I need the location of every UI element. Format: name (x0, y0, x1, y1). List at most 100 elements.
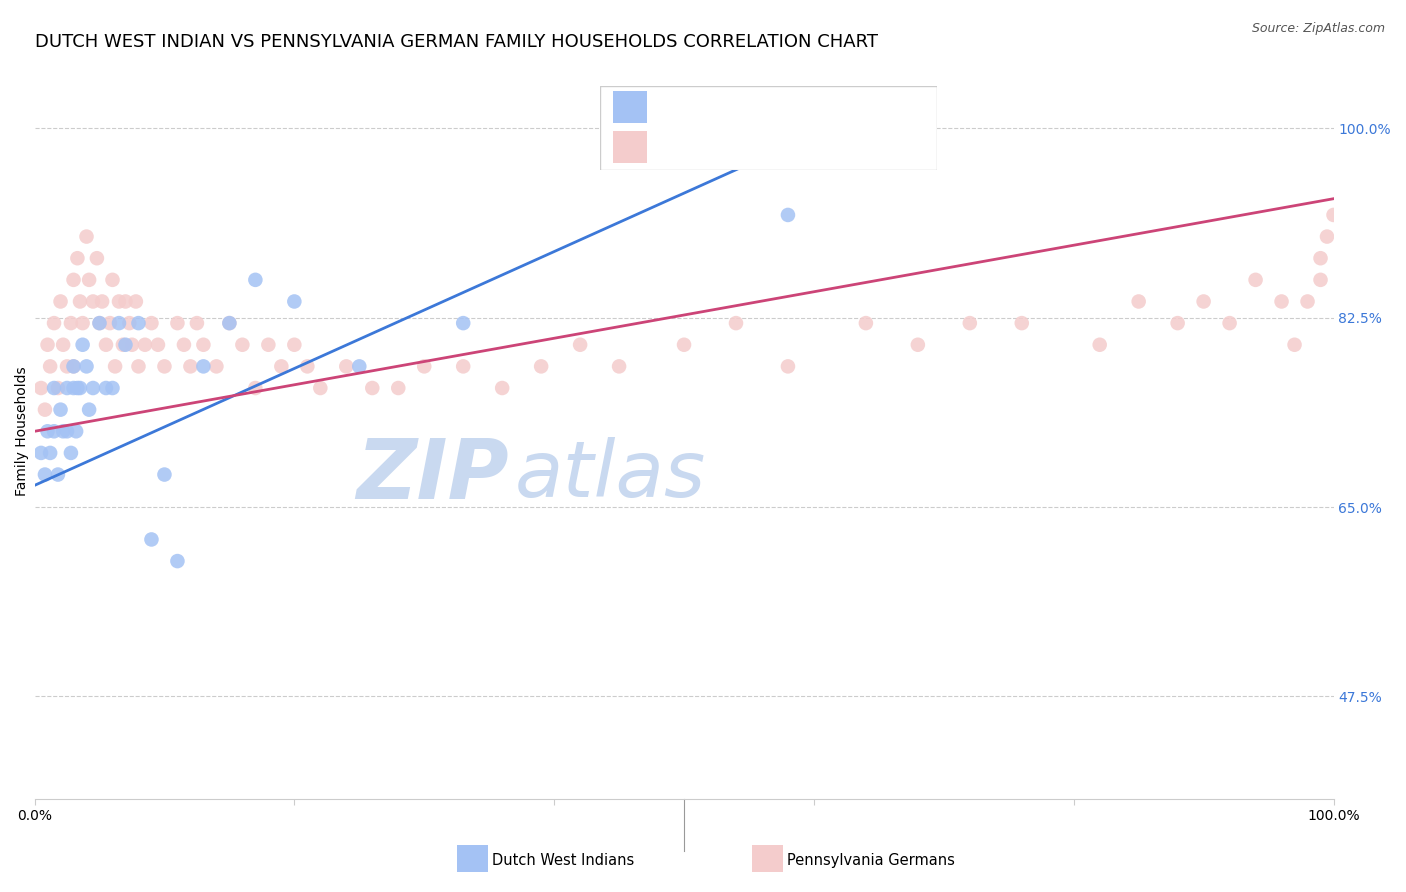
Point (451, 316, 474, 330)
Point (66, 381, 89, 395)
Point (49, 402, 72, 417)
Text: Source: ZipAtlas.com: Source: ZipAtlas.com (1251, 22, 1385, 36)
Point (94, 381, 117, 395)
Point (42, 316, 65, 330)
Point (49, 294, 72, 309)
Point (77, 402, 100, 417)
Point (37, 337, 59, 351)
Point (86, 251, 108, 265)
Point (69, 381, 91, 395)
Point (56, 359, 79, 374)
Point (361, 381, 384, 395)
Point (153, 467, 176, 482)
Point (569, 337, 592, 351)
Point (1244, 273, 1267, 287)
Point (125, 294, 148, 309)
Point (1011, 316, 1033, 330)
Point (121, 337, 143, 351)
Point (98, 316, 121, 330)
Point (59, 446, 82, 460)
Point (52, 337, 75, 351)
Point (127, 359, 149, 374)
Point (62, 273, 84, 287)
Point (776, 208, 799, 222)
Point (89, 316, 111, 330)
Point (134, 337, 156, 351)
Text: Dutch West Indians: Dutch West Indians (492, 853, 634, 868)
Point (1322, 208, 1344, 222)
Point (62, 359, 84, 374)
Point (231, 337, 253, 351)
Point (56, 425, 79, 439)
Point (76, 359, 98, 374)
Y-axis label: Family Households: Family Households (15, 367, 30, 496)
Point (297, 359, 319, 374)
Point (959, 316, 981, 330)
Point (104, 359, 127, 374)
Point (46, 381, 69, 395)
Point (111, 337, 134, 351)
Point (1284, 337, 1306, 351)
Point (72, 316, 94, 330)
Point (907, 337, 929, 351)
Point (76, 229, 98, 244)
Point (1219, 316, 1241, 330)
Point (108, 316, 131, 330)
Point (30, 381, 52, 395)
Point (283, 337, 305, 351)
Point (114, 337, 136, 351)
Point (451, 359, 474, 374)
Point (491, 381, 513, 395)
Point (108, 294, 131, 309)
Text: Pennsylvania Germans: Pennsylvania Germans (787, 853, 955, 868)
Point (82, 294, 104, 309)
Point (1309, 273, 1331, 287)
Point (30, 446, 52, 460)
Point (82, 381, 104, 395)
Point (62, 359, 84, 374)
Point (39, 359, 62, 374)
Point (166, 316, 188, 330)
Point (69, 294, 91, 309)
Point (62, 381, 84, 395)
Point (1192, 294, 1215, 309)
Point (94, 337, 117, 351)
Point (270, 359, 292, 374)
Point (146, 337, 169, 351)
Point (91, 294, 114, 309)
Point (34, 467, 56, 482)
Point (101, 273, 124, 287)
Point (101, 381, 124, 395)
Point (387, 381, 409, 395)
Point (193, 337, 215, 351)
Point (245, 381, 267, 395)
Point (52, 425, 75, 439)
Point (1128, 294, 1150, 309)
Point (257, 337, 280, 351)
Point (59, 316, 82, 330)
Point (65, 425, 87, 439)
Point (66, 251, 89, 265)
Point (1167, 316, 1189, 330)
Point (205, 359, 228, 374)
Point (56, 381, 79, 395)
Point (335, 359, 357, 374)
Point (34, 402, 56, 417)
Point (1270, 294, 1292, 309)
Point (72, 337, 94, 351)
Point (855, 316, 877, 330)
Point (42, 425, 65, 439)
Point (1309, 251, 1331, 265)
Point (1316, 229, 1339, 244)
Point (173, 337, 195, 351)
Point (193, 359, 215, 374)
Point (776, 359, 799, 374)
Point (39, 446, 62, 460)
Point (37, 425, 59, 439)
Text: ZIP: ZIP (356, 435, 509, 516)
Point (283, 294, 305, 309)
Point (413, 359, 436, 374)
Point (1088, 337, 1111, 351)
Point (179, 359, 201, 374)
Point (349, 359, 371, 374)
